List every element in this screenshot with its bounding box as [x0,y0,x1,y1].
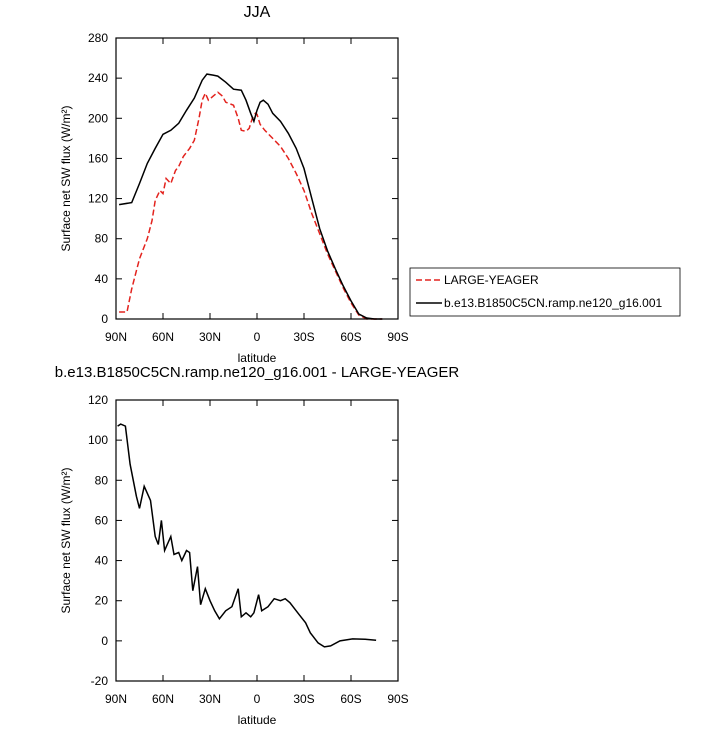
y-tick-label: 120 [88,393,108,407]
x-axis-label: latitude [238,351,277,365]
x-tick-label: 0 [254,692,261,706]
y-tick-label: 0 [101,312,108,326]
x-tick-label: 60N [152,330,174,344]
chart-title: b.e13.B1850C5CN.ramp.ne120_g16.001 - LAR… [55,364,460,381]
data-line [117,423,377,648]
legend-label: b.e13.B1850C5CN.ramp.ne120_g16.001 [444,296,662,310]
y-tick-label: 80 [95,232,109,246]
data-line [119,91,383,320]
x-tick-label: 60S [340,330,361,344]
y-tick-label: 120 [88,192,108,206]
y-tick-label: 160 [88,151,108,165]
x-tick-label: 60S [340,692,361,706]
y-tick-label: 20 [95,594,109,608]
legend-label: LARGE-YEAGER [444,273,539,287]
y-tick-label: -20 [91,674,109,688]
x-tick-label: 90N [105,692,127,706]
y-tick-label: 280 [88,31,108,45]
plot-frame [115,399,399,682]
y-axis-label: Surface net SW flux (W/m²) [59,467,73,613]
x-tick-label: 0 [254,330,261,344]
x-tick-label: 30N [199,692,221,706]
legend-box [409,267,681,317]
y-tick-label: 200 [88,111,108,125]
x-tick-label: 90S [387,692,408,706]
plot-frame [115,37,399,320]
y-axis-label: Surface net SW flux (W/m²) [59,105,73,251]
data-line [118,73,383,320]
x-tick-label: 90S [387,330,408,344]
y-tick-label: 240 [88,71,108,85]
x-tick-label: 30N [199,330,221,344]
x-axis-label: latitude [238,713,277,727]
x-tick-label: 60N [152,692,174,706]
y-tick-label: 80 [95,473,109,487]
y-tick-label: 60 [95,513,109,527]
x-tick-label: 30S [293,692,314,706]
y-tick-label: 0 [101,634,108,648]
x-tick-label: 30S [293,330,314,344]
x-tick-label: 90N [105,330,127,344]
y-tick-label: 40 [95,554,109,568]
chart-title: JJA [244,4,271,21]
y-tick-label: 40 [95,272,109,286]
y-tick-label: 100 [88,433,108,447]
